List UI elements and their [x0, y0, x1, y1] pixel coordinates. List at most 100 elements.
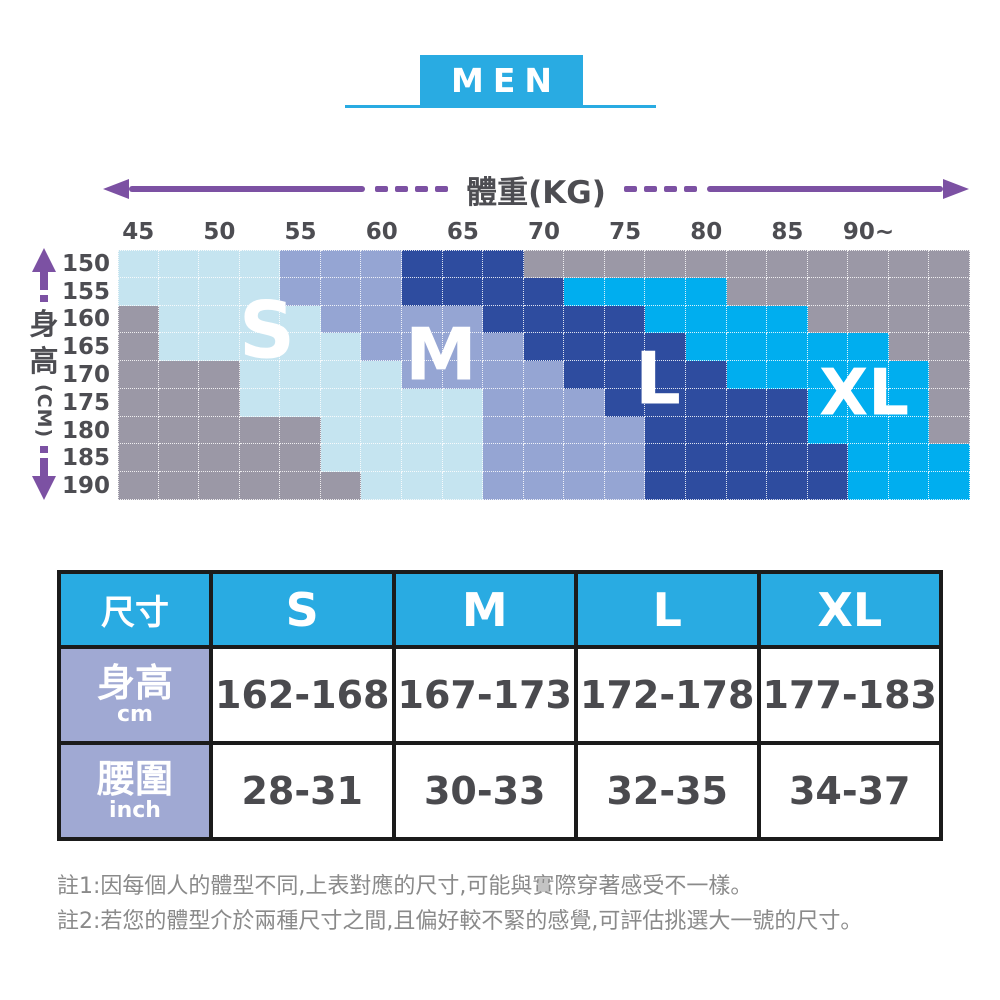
grid-cell: [929, 361, 970, 389]
table-row: 身高 cm 162-168 167-173 172-178 177-183: [57, 645, 943, 745]
grid-cell: [483, 250, 524, 278]
grid-cell: [239, 472, 281, 500]
grid-cell: [118, 444, 159, 473]
grid-cell: [320, 361, 362, 389]
height-tick: 170: [61, 362, 110, 388]
arrow-right-icon: [943, 179, 969, 199]
table-row: 腰圍 inch 28-31 30-33 32-35 34-37: [57, 741, 943, 841]
grid-cell: [604, 361, 646, 389]
grid-cell: [604, 333, 646, 362]
grid-cell: [320, 333, 362, 362]
grid-cell: [726, 416, 768, 445]
grid-cell: [118, 388, 159, 417]
grid-cell: [564, 333, 605, 362]
weight-tick: 55: [284, 219, 317, 245]
grid-cell: [523, 416, 565, 445]
grid-cell: [645, 250, 686, 278]
zone-label-l: L: [635, 336, 681, 421]
grid-cell: [686, 333, 727, 362]
grid-cell: [604, 250, 646, 278]
zone-label-xl: XL: [818, 356, 910, 431]
grid-cell: [483, 416, 524, 445]
grid-cell: [442, 416, 484, 445]
grid-cell: [848, 388, 889, 417]
grid-cell: [929, 305, 970, 334]
table-size-header-m: M: [461, 582, 508, 637]
grid-cell: [442, 333, 484, 362]
grid-cell: [402, 416, 443, 445]
grid-cell: [564, 277, 605, 306]
grid-cell: [158, 305, 200, 334]
grid-cell: [848, 416, 889, 445]
grid-cell: [442, 444, 484, 473]
grid-cell: [564, 305, 605, 334]
grid-cell: [807, 472, 849, 500]
grid-cell: [158, 333, 200, 362]
grid-cell: [726, 388, 768, 417]
weight-tick: 90~: [842, 219, 895, 245]
grid-cell: [564, 416, 605, 445]
grid-cell: [686, 388, 727, 417]
grid-cell: [483, 388, 524, 417]
grid-cell: [320, 444, 362, 473]
grid-cell: [523, 472, 565, 500]
grid-cell: [686, 444, 727, 473]
grid-cell: [280, 472, 321, 500]
grid-cell: [888, 472, 930, 500]
table-value-cell: 177-183: [756, 645, 943, 745]
size-zone-grid: [118, 250, 970, 500]
grid-cell: [402, 388, 443, 417]
grid-cell: [686, 277, 727, 306]
grid-cell: [888, 277, 930, 306]
grid-cell: [645, 388, 686, 417]
grid-cell: [442, 472, 484, 500]
grid-cell: [686, 472, 727, 500]
grid-cell: [483, 444, 524, 473]
table-row-header: 身高 cm: [57, 645, 213, 745]
height-axis-char-1: 身: [29, 306, 59, 341]
table-row-header: 腰圍 inch: [57, 741, 213, 841]
footnote: 註2:若您的體型介於兩種尺寸之間,且偏好較不緊的感覺,可評估挑選大一號的尺寸。: [57, 909, 863, 934]
grid-cell: [361, 305, 402, 334]
grid-cell: [158, 444, 200, 473]
grid-cell: [361, 277, 402, 306]
grid-cell: [929, 250, 970, 278]
grid-cell: [929, 444, 970, 473]
grid-cell: [848, 472, 889, 500]
grid-cell: [888, 416, 930, 445]
grid-cell: [320, 250, 362, 278]
weight-tick: 65: [446, 219, 479, 245]
men-title-box: MEN: [420, 55, 583, 106]
arrow-bar: [706, 186, 943, 192]
grid-cell: [280, 416, 321, 445]
grid-cell: [402, 361, 443, 389]
grid-cell: [848, 277, 889, 306]
grid-cell: [564, 388, 605, 417]
grid-cell: [767, 305, 808, 334]
grid-cell: [726, 472, 768, 500]
grid-cell: [280, 333, 321, 362]
grid-cell: [239, 388, 281, 417]
grid-cell: [361, 361, 402, 389]
grid-cell: [888, 444, 930, 473]
grid-cell: [239, 305, 281, 334]
grid-cell: [158, 361, 200, 389]
grid-cell: [848, 250, 889, 278]
grid-cell: [888, 305, 930, 334]
grid-cell: [361, 250, 402, 278]
height-axis: 身 高 (CM): [22, 248, 66, 500]
grid-cell: [523, 444, 565, 473]
grid-cell: [199, 388, 240, 417]
grid-cell: [361, 333, 402, 362]
grid-cell: [442, 250, 484, 278]
weight-axis: 體重(KG): [103, 172, 969, 211]
grid-cell: [442, 388, 484, 417]
grid-cell: [645, 333, 686, 362]
grid-cell: [767, 250, 808, 278]
table-value-cell: 167-173: [391, 645, 578, 745]
grid-cell: [442, 277, 484, 306]
grid-cell: [726, 444, 768, 473]
grid-cell: [807, 361, 849, 389]
grid-cell: [118, 472, 159, 500]
grid-cell: [767, 388, 808, 417]
